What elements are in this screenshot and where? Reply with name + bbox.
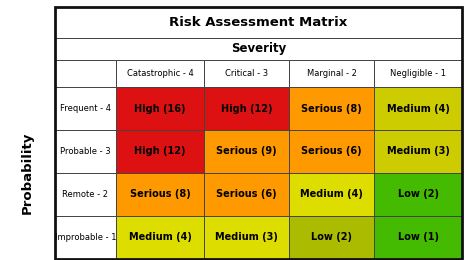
Text: Medium (4): Medium (4) — [128, 232, 191, 242]
Bar — [116, 216, 204, 259]
Text: Negligible - 1: Negligible - 1 — [390, 69, 447, 78]
Text: Probability: Probability — [21, 132, 34, 214]
Bar — [374, 87, 462, 130]
Bar — [204, 60, 289, 87]
Bar — [374, 60, 462, 87]
Bar — [204, 87, 289, 130]
Text: Severity: Severity — [231, 42, 286, 55]
Text: Improbable - 1: Improbable - 1 — [55, 233, 116, 242]
Text: Low (2): Low (2) — [398, 189, 439, 199]
Text: Risk Assessment Matrix: Risk Assessment Matrix — [169, 16, 347, 29]
Text: High (12): High (12) — [134, 146, 186, 157]
Bar — [116, 87, 204, 130]
Bar — [55, 38, 462, 60]
Text: Medium (3): Medium (3) — [387, 146, 450, 157]
Bar — [204, 216, 289, 259]
Bar — [55, 87, 116, 130]
Bar — [204, 173, 289, 216]
Text: Frequent - 4: Frequent - 4 — [60, 104, 111, 113]
Bar — [289, 87, 374, 130]
Text: Low (2): Low (2) — [311, 232, 352, 242]
Text: Serious (6): Serious (6) — [216, 189, 277, 199]
Text: Probable - 3: Probable - 3 — [60, 147, 110, 156]
Bar — [289, 173, 374, 216]
Text: Serious (8): Serious (8) — [301, 103, 362, 114]
Text: Serious (9): Serious (9) — [216, 146, 277, 157]
Bar — [55, 173, 116, 216]
Text: Medium (4): Medium (4) — [387, 103, 450, 114]
Bar — [55, 130, 116, 173]
Bar — [55, 6, 462, 259]
Text: Medium (4): Medium (4) — [301, 189, 363, 199]
Bar — [116, 60, 204, 87]
Bar — [116, 173, 204, 216]
Bar — [374, 173, 462, 216]
Bar — [289, 216, 374, 259]
Text: Marginal - 2: Marginal - 2 — [307, 69, 357, 78]
Text: High (16): High (16) — [134, 103, 186, 114]
Text: Serious (8): Serious (8) — [129, 189, 191, 199]
Text: Serious (6): Serious (6) — [301, 146, 362, 157]
Bar — [289, 130, 374, 173]
Bar — [116, 130, 204, 173]
Bar — [55, 216, 116, 259]
Text: High (12): High (12) — [221, 103, 272, 114]
Text: Critical - 3: Critical - 3 — [225, 69, 268, 78]
Text: Remote - 2: Remote - 2 — [62, 190, 109, 199]
Bar — [289, 60, 374, 87]
Text: Medium (3): Medium (3) — [215, 232, 278, 242]
Text: Low (1): Low (1) — [398, 232, 439, 242]
Bar — [374, 216, 462, 259]
Bar — [55, 6, 462, 38]
Bar — [204, 130, 289, 173]
Text: Catastrophic - 4: Catastrophic - 4 — [127, 69, 193, 78]
Bar — [374, 130, 462, 173]
Bar — [55, 60, 116, 87]
